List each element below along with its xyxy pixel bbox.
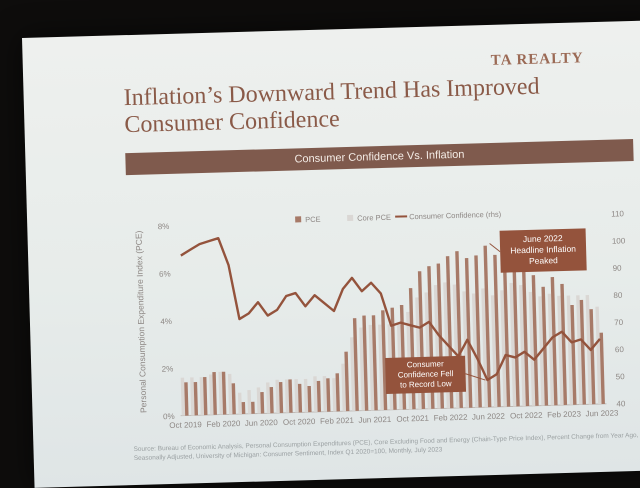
annotation-inflation-peak-text: Headline Inflation (510, 244, 576, 256)
y-tick-label: 0% (163, 412, 175, 421)
x-tick-label: Feb 2022 (434, 413, 469, 423)
y-tick-label: 2% (162, 364, 174, 373)
y2-tick-label: 90 (613, 264, 623, 273)
y2-tick-label: 60 (615, 345, 625, 354)
x-tick-label: Oct 2022 (510, 411, 543, 421)
y2-tick-label: 70 (614, 318, 624, 327)
y2-tick-label: 100 (612, 236, 626, 245)
legend-label: Core PCE (357, 213, 391, 223)
slide-title: Inflation’s Downward Trend Has Improved … (123, 71, 640, 139)
y-tick-label: 8% (158, 222, 170, 231)
annotation-record-low-text: to Record Low (400, 379, 452, 389)
y2-tick-label: 80 (613, 291, 623, 300)
annotation-inflation-peak-connector (490, 243, 501, 252)
legend-label: PCE (305, 215, 321, 224)
x-tick-label: Jun 2023 (585, 408, 619, 418)
annotation-inflation-peak-text: Peaked (529, 255, 558, 266)
x-tick-label: Jun 2021 (358, 415, 392, 425)
core-pce-bar (266, 382, 270, 413)
x-tick-label: Feb 2023 (547, 410, 582, 420)
presentation-slide: TA REALTY Inflation’s Downward Trend Has… (22, 20, 640, 488)
core-pce-bar (304, 379, 308, 412)
legend-swatch (295, 216, 301, 222)
y2-tick-label: 40 (616, 399, 626, 408)
chart-container: 0% 2% 4% 6% 8% 40 50 60 70 80 90 100 110 Personal Con… (126, 171, 640, 450)
y-tick-label: 6% (159, 269, 171, 278)
core-pce-bar (257, 387, 261, 413)
core-pce-bar (228, 374, 233, 414)
chart-svg: 0% 2% 4% 6% 8% 40 50 60 70 80 90 100 110 Personal Con… (126, 171, 640, 445)
legend-swatch (347, 215, 353, 221)
pce-bar (270, 387, 274, 413)
x-tick-label: Feb 2021 (320, 416, 355, 426)
x-tick-label: Jun 2020 (245, 418, 279, 428)
pce-bar (307, 386, 311, 412)
annotation-inflation-peak-text: June 2022 (523, 233, 563, 244)
pce-bar (242, 402, 246, 414)
legend-label: Consumer Confidence (rhs) (409, 210, 502, 222)
x-tick-label: Oct 2021 (396, 414, 429, 424)
y-tick-label: 4% (160, 317, 172, 326)
pce-bar (260, 392, 264, 413)
x-tick-label: Jun 2022 (472, 412, 506, 422)
y2-tick-label: 50 (616, 372, 626, 381)
x-tick-label: Oct 2020 (283, 417, 316, 427)
annotation-record-low-text: Confidence Fell (398, 369, 454, 380)
core-pce-bar (247, 390, 251, 414)
annotation-record-low-text: Consumer (407, 359, 444, 369)
core-pce-bar (238, 393, 242, 414)
y-axis-label: Personal Consumption Expenditure Index (… (133, 230, 148, 413)
pce-bar (251, 402, 255, 414)
chart-banner: Consumer Confidence Vs. Inflation (125, 139, 633, 175)
x-tick-label: Oct 2019 (169, 420, 202, 430)
brand-logo: TA REALTY (491, 50, 584, 70)
x-tick-label: Feb 2020 (206, 419, 241, 429)
y2-tick-label: 110 (611, 209, 625, 218)
